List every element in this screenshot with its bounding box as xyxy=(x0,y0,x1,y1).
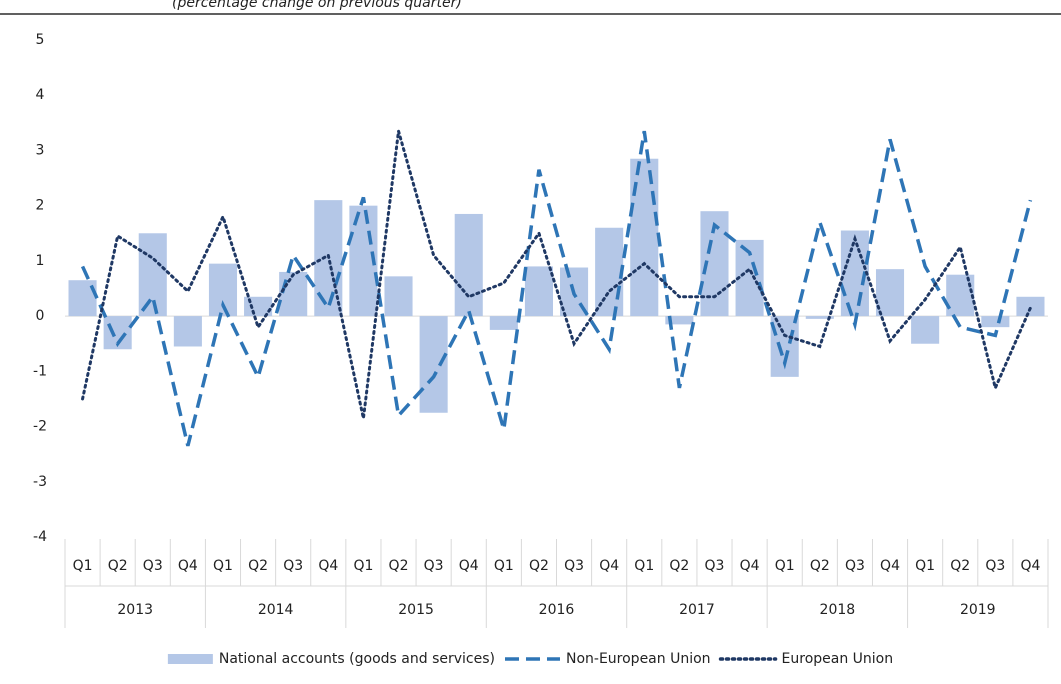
legend-label: Non-European Union xyxy=(566,651,711,667)
bar xyxy=(279,271,308,317)
y-tick-label: -3 xyxy=(33,474,47,490)
x-tick-label: Q4 xyxy=(459,558,479,574)
legend-label: European Union xyxy=(782,651,894,667)
bar xyxy=(454,213,483,317)
x-group-label: 2014 xyxy=(258,602,294,618)
y-tick-label: -1 xyxy=(33,363,47,379)
y-tick-label: 1 xyxy=(36,253,45,269)
bar xyxy=(419,316,448,413)
x-tick-label: Q1 xyxy=(213,558,233,574)
y-tick-label: -4 xyxy=(33,529,47,545)
y-tick-label: 0 xyxy=(36,308,45,324)
bar xyxy=(875,269,905,317)
x-tick-label: Q4 xyxy=(880,558,900,574)
x-tick-label: Q4 xyxy=(740,558,760,574)
x-tick-label: Q4 xyxy=(599,558,619,574)
y-tick-label: 5 xyxy=(36,32,45,48)
x-tick-label: Q2 xyxy=(389,558,409,574)
bar xyxy=(595,227,624,317)
x-tick-label: Q1 xyxy=(353,558,373,574)
x-tick-label: Q1 xyxy=(73,558,93,574)
legend-label: National accounts (goods and services) xyxy=(219,651,495,667)
x-tick-label: Q1 xyxy=(634,558,654,574)
bar xyxy=(173,316,202,347)
x-group-label: 2017 xyxy=(679,602,715,618)
bar xyxy=(981,316,1010,328)
bar xyxy=(524,266,553,317)
x-tick-label: Q4 xyxy=(178,558,198,574)
bar xyxy=(805,316,834,319)
x-tick-label: Q1 xyxy=(915,558,935,574)
x-tick-label: Q3 xyxy=(143,558,163,574)
x-tick-label: Q2 xyxy=(248,558,268,574)
chart-subtitle: (percentage change on previous quarter) xyxy=(172,0,462,11)
bar xyxy=(665,316,694,325)
bar xyxy=(1016,296,1045,317)
bar xyxy=(489,316,518,330)
x-tick-label: Q3 xyxy=(564,558,584,574)
x-tick-label: Q1 xyxy=(775,558,795,574)
x-tick-label: Q3 xyxy=(705,558,725,574)
x-tick-label: Q2 xyxy=(108,558,128,574)
x-group-label: 2013 xyxy=(117,602,153,618)
y-tick-label: 3 xyxy=(36,142,45,158)
x-tick-label: Q4 xyxy=(1020,558,1040,574)
bar xyxy=(384,276,413,317)
x-tick-label: Q3 xyxy=(845,558,865,574)
x-group-label: 2018 xyxy=(820,602,856,618)
bar xyxy=(911,316,940,344)
x-group-label: 2019 xyxy=(960,602,996,618)
x-tick-label: Q4 xyxy=(318,558,338,574)
x-tick-label: Q3 xyxy=(985,558,1005,574)
legend-swatch xyxy=(167,654,213,664)
line xyxy=(81,130,1032,419)
x-tick-label: Q3 xyxy=(283,558,303,574)
x-tick-label: Q1 xyxy=(494,558,514,574)
y-tick-label: -2 xyxy=(33,419,47,435)
line xyxy=(80,130,1033,447)
x-tick-label: Q2 xyxy=(529,558,549,574)
y-tick-label: 4 xyxy=(36,87,45,103)
x-group-label: 2015 xyxy=(398,602,434,618)
y-tick-label: 2 xyxy=(36,198,45,214)
x-tick-label: Q3 xyxy=(424,558,444,574)
x-tick-label: Q2 xyxy=(669,558,689,574)
x-tick-label: Q2 xyxy=(950,558,970,574)
x-tick-label: Q2 xyxy=(810,558,830,574)
bar xyxy=(946,274,975,317)
x-group-label: 2016 xyxy=(539,602,575,618)
